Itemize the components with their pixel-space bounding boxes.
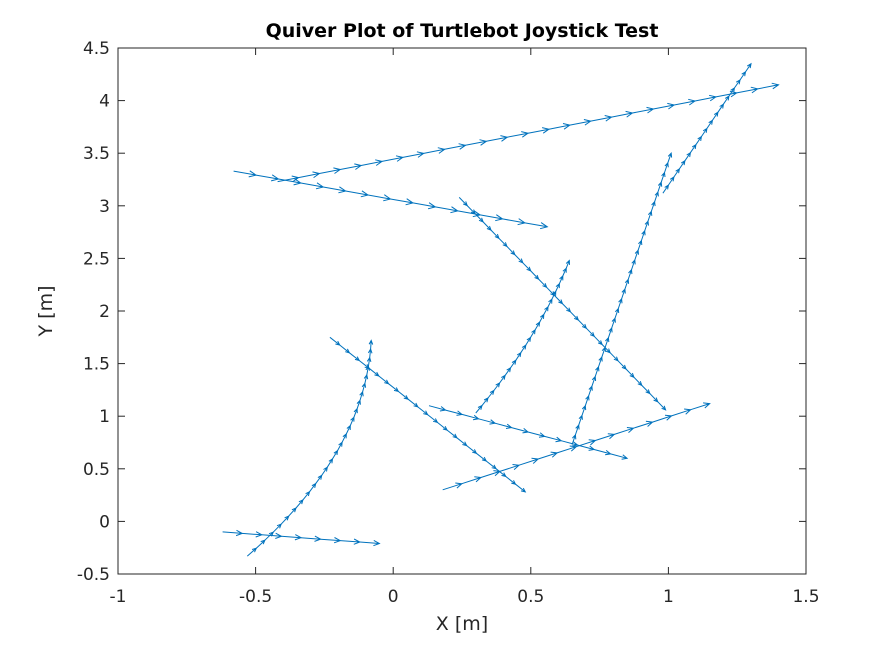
x-tick-label: -0.5 bbox=[239, 587, 272, 607]
y-tick-label: 4 bbox=[99, 92, 110, 112]
y-tick-label: -0.5 bbox=[77, 565, 110, 585]
x-tick-label: 1 bbox=[663, 587, 674, 607]
quiver-arrow bbox=[757, 82, 780, 90]
x-tick-label: -1 bbox=[110, 587, 127, 607]
y-tick-label: 0 bbox=[99, 512, 110, 532]
y-tick-label: 3 bbox=[99, 197, 110, 217]
chart-title: Quiver Plot of Turtlebot Joystick Test bbox=[266, 20, 659, 42]
quiver-arrow bbox=[657, 401, 667, 411]
y-axis-label: Y [m] bbox=[35, 286, 57, 338]
y-tick-label: 1 bbox=[99, 407, 110, 427]
arrows-layer bbox=[222, 62, 780, 557]
x-tick-label: 1.5 bbox=[792, 587, 819, 607]
quiver-arrow bbox=[610, 453, 629, 460]
quiver-arrow bbox=[359, 539, 381, 547]
quiver-arrow bbox=[690, 402, 711, 411]
quiver-arrow bbox=[368, 339, 374, 350]
ticks-layer: -1 -0.5 0 0.5 1 1.5-0.500.511.522.533.544.5 bbox=[77, 39, 820, 607]
quiver-arrow bbox=[524, 222, 549, 230]
y-tick-label: 2.5 bbox=[83, 249, 110, 269]
y-tick-label: 2 bbox=[99, 302, 110, 322]
quiver-arrow bbox=[745, 62, 752, 73]
quiver-arrow bbox=[515, 483, 527, 493]
x-axis-label: X [m] bbox=[436, 613, 488, 635]
plot-area bbox=[117, 47, 807, 575]
quiver-arrow bbox=[565, 259, 570, 269]
y-tick-label: 0.5 bbox=[83, 460, 110, 480]
quiver-arrow bbox=[667, 152, 673, 164]
y-tick-label: 3.5 bbox=[83, 144, 110, 164]
y-tick-label: 4.5 bbox=[83, 39, 110, 59]
y-tick-label: 1.5 bbox=[83, 355, 110, 375]
x-tick-label: 0 bbox=[388, 587, 399, 607]
x-tick-label: 0.5 bbox=[517, 587, 544, 607]
